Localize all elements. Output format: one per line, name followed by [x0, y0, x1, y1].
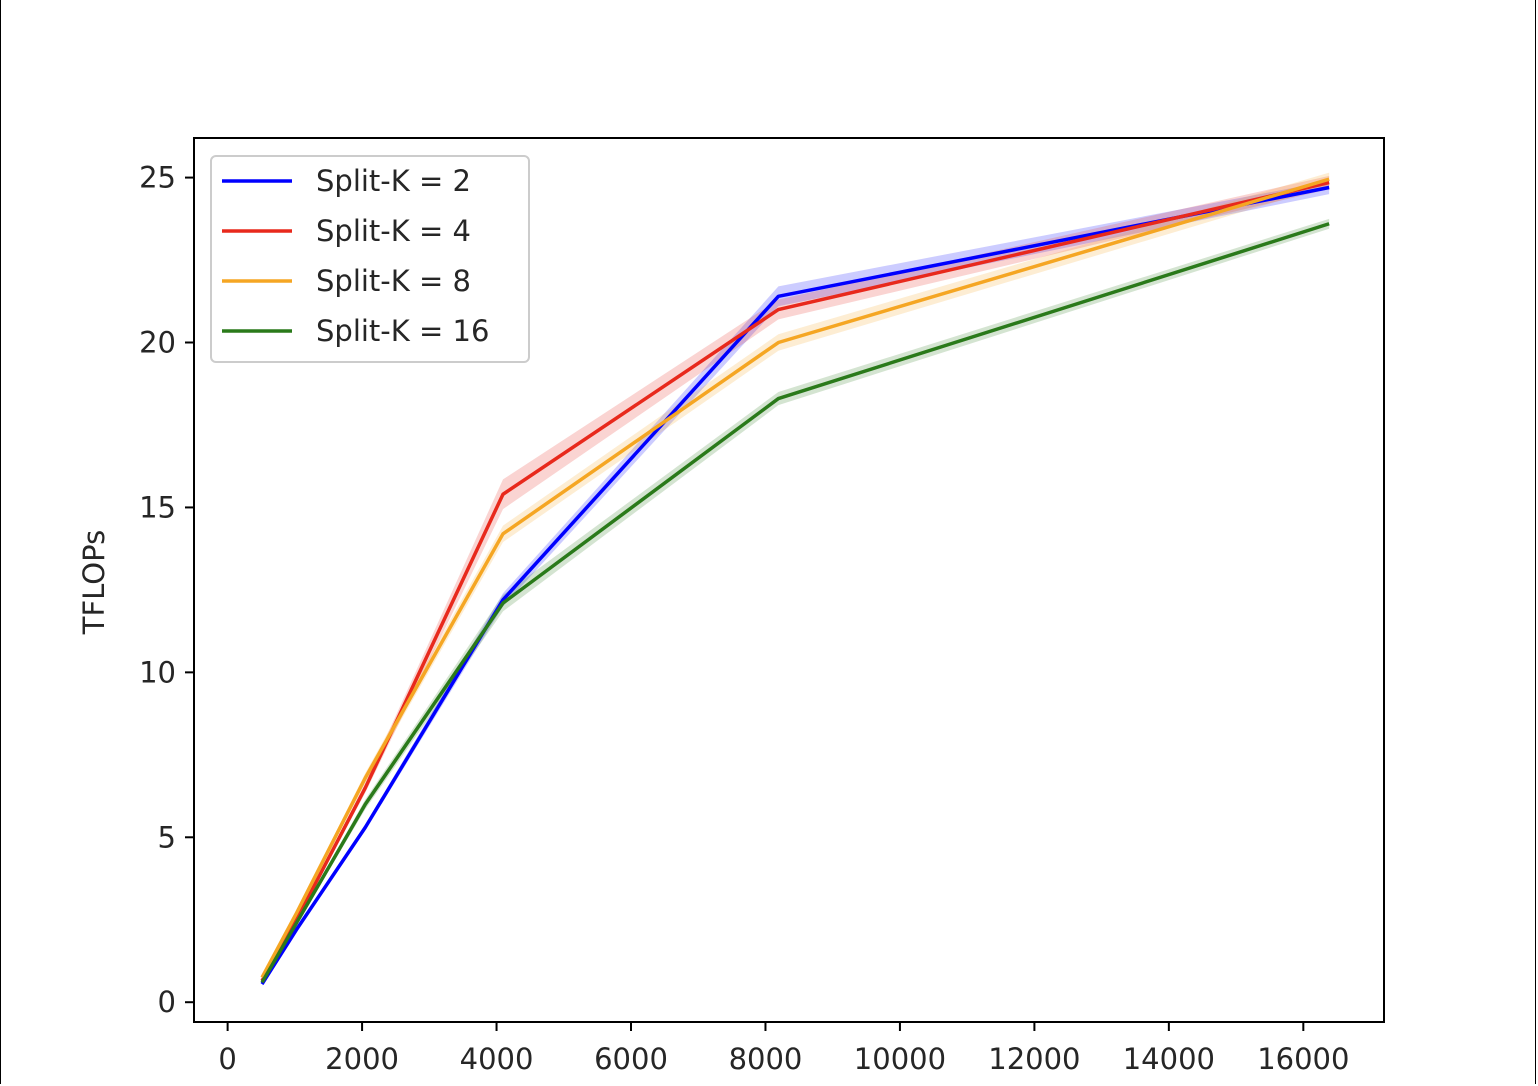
x-tick-label: 6000	[594, 1042, 668, 1076]
x-tick-label: 4000	[460, 1042, 534, 1076]
x-tick-label: 10000	[854, 1042, 946, 1076]
legend: Split-K = 2 Split-K = 4 Split-K = 8 Split-K…	[210, 155, 530, 363]
x-tick-label: 0	[218, 1042, 236, 1076]
x-tick-label: 14000	[1123, 1042, 1215, 1076]
series-2-band	[262, 172, 1330, 980]
x-axis: 0 2000 4000 6000 8000 10000 12000 14000 16000	[218, 1022, 1349, 1076]
series-3-line	[260, 222, 1330, 984]
y-axis: 0 5 10 15 20 25	[139, 161, 194, 1019]
legend-label: Split-K = 2	[316, 164, 471, 198]
legend-label: Split-K = 4	[316, 214, 471, 248]
x-tick-label: 12000	[988, 1042, 1080, 1076]
x-tick-label: 2000	[325, 1042, 399, 1076]
series-0-line	[260, 185, 1330, 986]
y-tick-label: 20	[139, 326, 176, 360]
y-axis-label: TFLOPs	[77, 530, 111, 635]
series-2-line	[260, 177, 1330, 979]
confidence-bands	[262, 172, 1330, 986]
y-tick-label: 0	[158, 985, 176, 1019]
plot-area-frame	[193, 137, 1385, 1023]
y-tick-label: 25	[139, 161, 176, 195]
x-tick-label: 16000	[1257, 1042, 1349, 1076]
legend-label: Split-K = 16	[316, 314, 489, 348]
series-lines	[260, 177, 1330, 986]
legend-label: Split-K = 8	[316, 264, 471, 298]
y-tick-label: 5	[158, 820, 176, 854]
y-tick-label: 15	[139, 490, 176, 524]
legend-box	[210, 155, 530, 363]
y-tick-label: 10	[139, 655, 176, 689]
x-tick-label: 8000	[729, 1042, 803, 1076]
